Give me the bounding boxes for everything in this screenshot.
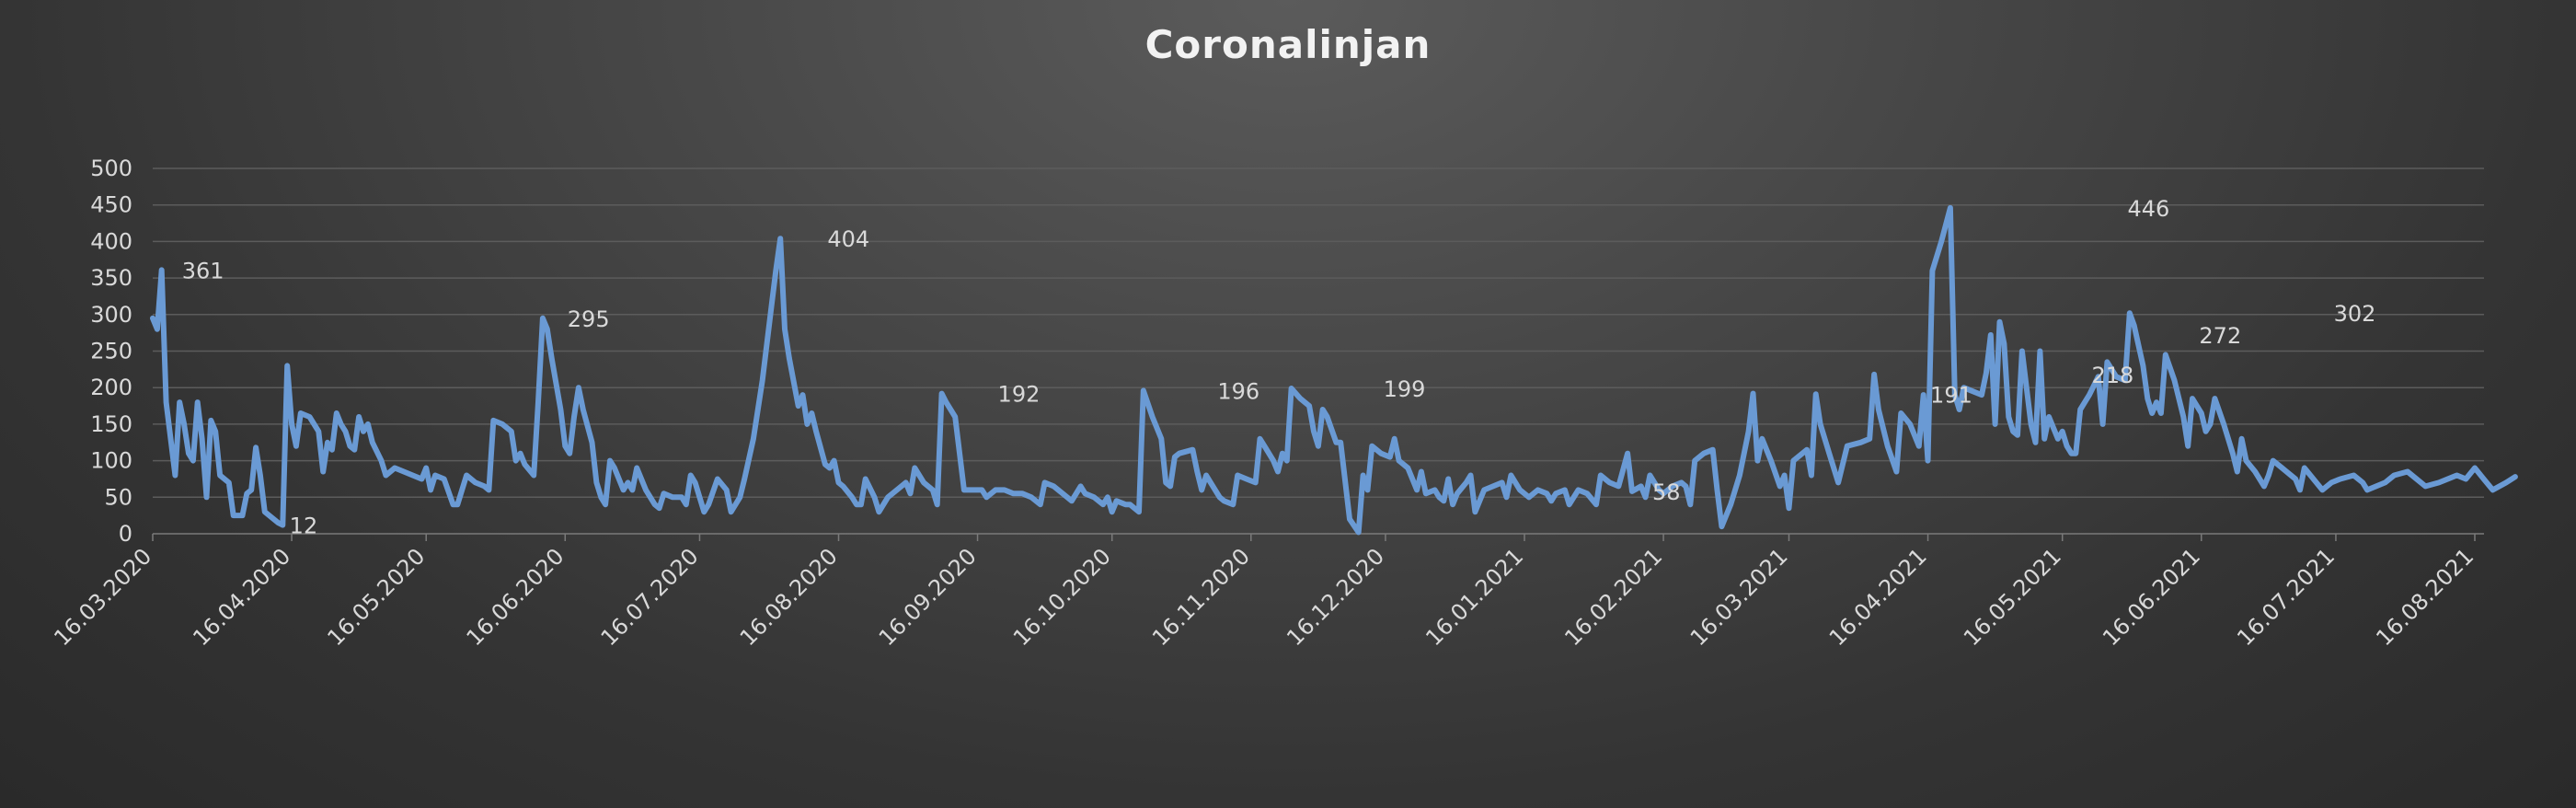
data-label: 302 xyxy=(2334,301,2376,327)
x-tick-label: 16.01.2021 xyxy=(1420,543,1528,651)
y-tick-label: 300 xyxy=(90,302,132,328)
x-tick-label: 16.03.2020 xyxy=(49,543,156,651)
y-tick-label: 450 xyxy=(90,192,132,218)
y-tick-label: 350 xyxy=(90,265,132,291)
x-axis-ticks: 16.03.2020 16.04.2020 16.05.2020 16.06.2020… xyxy=(49,543,2478,651)
x-tick-label: 16.08.2020 xyxy=(735,543,843,651)
y-tick-label: 200 xyxy=(90,375,132,400)
x-tick-label: 16.05.2021 xyxy=(1959,543,2066,651)
data-label: 218 xyxy=(2091,363,2133,388)
y-axis-ticks: 0 50 100 150 200 250 300 350 400 450 500 xyxy=(90,156,132,547)
x-tick-label: 16.07.2020 xyxy=(596,543,704,651)
data-label: 295 xyxy=(568,306,610,332)
x-tick-label: 16.07.2021 xyxy=(2232,543,2340,651)
y-tick-label: 150 xyxy=(90,411,132,437)
x-tick-label: 16.11.2020 xyxy=(1147,543,1255,651)
chart-title: Coronalinjan xyxy=(1144,22,1432,67)
x-tick-label: 16.04.2021 xyxy=(1824,543,1932,651)
x-tick-label: 16.04.2020 xyxy=(188,543,295,651)
series-line xyxy=(150,204,2518,536)
data-label: 12 xyxy=(290,513,318,538)
grid-layer xyxy=(152,167,2484,541)
data-label: 191 xyxy=(1930,382,1972,408)
data-label: 272 xyxy=(2199,323,2241,349)
data-label: 58 xyxy=(1652,479,1681,505)
data-label: 196 xyxy=(1217,378,1259,404)
data-labels: 361 12 295 404 192 196 199 58 191 218 446 272 302 xyxy=(182,196,2376,539)
x-tick-label: 16.08.2021 xyxy=(2371,543,2478,651)
x-tick-label: 16.06.2020 xyxy=(462,543,569,651)
data-label: 404 xyxy=(827,226,869,252)
x-tick-label: 16.05.2020 xyxy=(322,543,430,651)
data-label: 361 xyxy=(182,258,224,283)
y-tick-label: 250 xyxy=(90,339,132,364)
data-label: 199 xyxy=(1384,376,1426,402)
x-tick-label: 16.10.2020 xyxy=(1008,543,1116,651)
x-tick-label: 16.02.2021 xyxy=(1559,543,1667,651)
series-layer xyxy=(150,204,2518,536)
x-tick-label: 16.03.2021 xyxy=(1685,543,1793,651)
y-tick-label: 100 xyxy=(90,448,132,474)
y-tick-label: 400 xyxy=(90,228,132,254)
data-label: 192 xyxy=(998,382,1041,408)
x-tick-label: 16.09.2020 xyxy=(874,543,982,651)
data-label: 446 xyxy=(2127,196,2169,222)
x-tick-label: 16.12.2020 xyxy=(1282,543,1389,651)
x-tick-label: 16.06.2021 xyxy=(2098,543,2205,651)
y-tick-label: 0 xyxy=(119,521,132,547)
y-tick-label: 50 xyxy=(104,484,132,510)
y-tick-label: 500 xyxy=(90,156,132,181)
